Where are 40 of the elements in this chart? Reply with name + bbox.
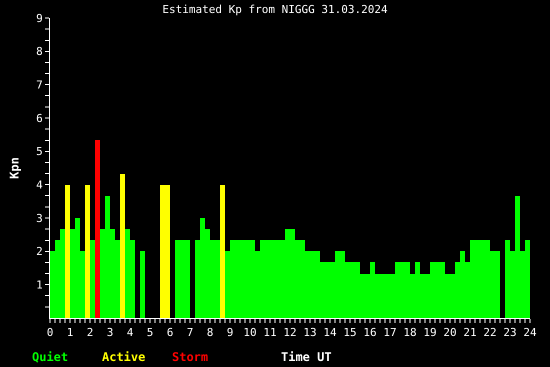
y-tick-label: 5	[36, 145, 43, 158]
y-tick-label: 3	[36, 212, 43, 225]
x-tick-label: 4	[126, 326, 134, 340]
x-tick-label: 20	[443, 326, 457, 340]
y-tick-label: 9	[36, 12, 43, 25]
x-axis-title: Time UT	[281, 350, 332, 364]
text: Active	[102, 350, 146, 364]
y-tick-label: 7	[36, 78, 43, 92]
text: Storm	[172, 350, 208, 364]
y-tick-label: 8	[36, 45, 43, 58]
x-tick-label: 13	[303, 326, 317, 340]
y-tick-label: 6	[36, 112, 43, 125]
x-tick-label: 22	[483, 326, 497, 340]
x-tick-label: 11	[263, 326, 277, 340]
x-tick-label: 15	[343, 326, 357, 340]
x-tick-label: 24	[523, 326, 537, 340]
x-tick-label: 16	[363, 326, 377, 340]
x-tick-label: 14	[323, 326, 337, 340]
y-axis-title: Kpn	[7, 157, 22, 179]
text: Quiet	[32, 350, 68, 364]
y-tick-label: 4	[36, 178, 44, 192]
y-tick-label: 2	[36, 245, 43, 258]
x-tick-label: 17	[383, 326, 397, 340]
x-tick-label: 1	[66, 326, 74, 340]
x-tick-label: 9	[226, 326, 234, 340]
x-tick-label: 6	[166, 326, 174, 340]
x-tick-label: 12	[283, 326, 297, 340]
x-tick-label: 18	[403, 326, 417, 340]
x-tick-label: 19	[423, 326, 437, 340]
x-tick-label: 10	[243, 326, 257, 340]
y-tick-label: 1	[36, 278, 43, 292]
x-tick-label: 21	[463, 326, 477, 340]
x-tick-label: 5	[146, 326, 154, 340]
x-tick-label: 7	[186, 326, 194, 340]
x-tick-label: 3	[106, 326, 114, 340]
x-tick-label: 23	[503, 326, 517, 340]
x-tick-label: 8	[206, 326, 214, 340]
chart-title: Estimated Kp from NIGGG 31.03.2024	[162, 3, 388, 16]
x-tick-label: 0	[46, 326, 54, 340]
x-tick-label: 2	[86, 326, 94, 340]
